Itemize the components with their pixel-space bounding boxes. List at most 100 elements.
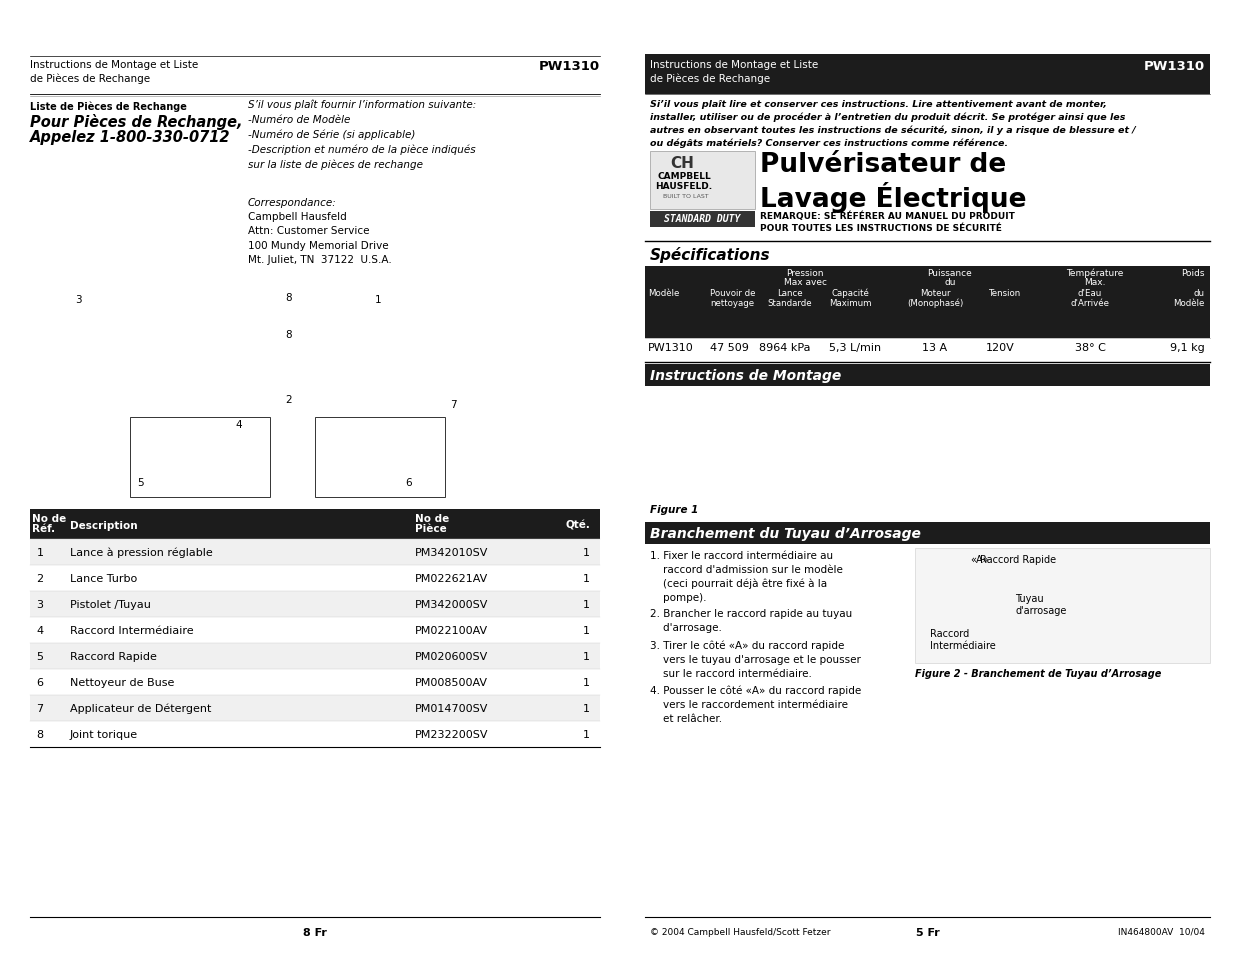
Text: CH: CH <box>671 156 694 171</box>
Text: Qté.: Qté. <box>566 520 590 531</box>
Text: 5: 5 <box>137 477 143 488</box>
Bar <box>645 55 1210 95</box>
Text: Max avec: Max avec <box>783 277 826 287</box>
Text: Appelez 1-800-330-0712: Appelez 1-800-330-0712 <box>30 130 231 145</box>
Text: d'Eau: d'Eau <box>1078 289 1102 297</box>
Text: Applicateur de Détergent: Applicateur de Détergent <box>70 703 211 714</box>
Bar <box>645 365 1210 387</box>
Text: PW1310: PW1310 <box>1144 60 1205 73</box>
Text: No de: No de <box>32 514 67 523</box>
Text: Description: Description <box>70 520 137 531</box>
Text: Raccord Intermédiaire: Raccord Intermédiaire <box>70 625 194 636</box>
Text: 1: 1 <box>375 294 382 305</box>
Text: PM008500AV: PM008500AV <box>415 678 488 687</box>
Bar <box>30 696 600 721</box>
Text: 3. Tirer le côté «A» du raccord rapide
    vers le tuyau d'arrosage et le pousse: 3. Tirer le côté «A» du raccord rapide v… <box>650 640 861 678</box>
Text: Tuyau
d'arrosage: Tuyau d'arrosage <box>1015 594 1066 616</box>
Text: IN464800AV  10/04: IN464800AV 10/04 <box>1118 927 1205 936</box>
Text: Réf.: Réf. <box>32 523 56 534</box>
Text: du: du <box>945 277 956 287</box>
Text: 8: 8 <box>285 330 291 339</box>
Text: Instructions de Montage et Liste: Instructions de Montage et Liste <box>30 60 199 70</box>
Text: Instructions de Montage: Instructions de Montage <box>650 369 841 382</box>
Text: POUR TOUTES LES INSTRUCTIONS DE SÉCURITÉ: POUR TOUTES LES INSTRUCTIONS DE SÉCURITÉ <box>760 224 1002 233</box>
Text: Capacité: Capacité <box>831 289 869 298</box>
Text: Raccord Rapide: Raccord Rapide <box>70 651 157 661</box>
Bar <box>30 510 600 539</box>
Text: Spécifications: Spécifications <box>650 247 771 263</box>
Bar <box>30 643 600 669</box>
Text: PM342000SV: PM342000SV <box>415 599 488 609</box>
Text: PW1310: PW1310 <box>648 343 694 353</box>
Text: Lance: Lance <box>777 289 803 297</box>
Text: 8: 8 <box>285 293 291 303</box>
Bar <box>130 417 270 497</box>
Text: 2. Brancher le raccord rapide au tuyau
    d'arrosage.: 2. Brancher le raccord rapide au tuyau d… <box>650 608 852 632</box>
Text: Lance Turbo: Lance Turbo <box>70 574 137 583</box>
Text: Raccord Rapide: Raccord Rapide <box>981 555 1056 564</box>
Text: Raccord
Intermédiaire: Raccord Intermédiaire <box>930 628 995 651</box>
Text: «A»: «A» <box>969 555 988 564</box>
Text: 5: 5 <box>37 651 43 661</box>
Text: Moteur: Moteur <box>920 289 950 297</box>
Text: PM022621AV: PM022621AV <box>415 574 488 583</box>
Text: 1: 1 <box>583 574 590 583</box>
Text: PM022100AV: PM022100AV <box>415 625 488 636</box>
Text: S’il vous plaît fournir l’information suivante:
-Numéro de Modèle
-Numéro de Sér: S’il vous plaît fournir l’information su… <box>248 100 477 171</box>
Text: Température: Température <box>1066 269 1124 278</box>
Text: Figure 2 - Branchement de Tuyau d’Arrosage: Figure 2 - Branchement de Tuyau d’Arrosa… <box>915 668 1161 679</box>
Text: Pour Pièces de Rechange,: Pour Pièces de Rechange, <box>30 113 242 130</box>
Text: 4: 4 <box>235 419 242 430</box>
Text: Lance à pression réglable: Lance à pression réglable <box>70 547 212 558</box>
Text: Correspondance:: Correspondance: <box>248 198 337 208</box>
Text: 1: 1 <box>583 547 590 558</box>
Text: Puissance: Puissance <box>927 269 972 277</box>
Text: Modèle: Modèle <box>648 289 679 297</box>
Text: © 2004 Campbell Hausfeld/Scott Fetzer: © 2004 Campbell Hausfeld/Scott Fetzer <box>650 927 830 936</box>
Text: PM342010SV: PM342010SV <box>415 547 488 558</box>
Text: 9,1 kg: 9,1 kg <box>1171 343 1205 353</box>
Text: Standarde: Standarde <box>768 298 813 308</box>
Text: Poids: Poids <box>1182 269 1205 277</box>
Text: Modèle: Modèle <box>1173 298 1205 308</box>
Bar <box>30 592 600 618</box>
Text: 1: 1 <box>583 678 590 687</box>
Text: Pulvérisateur de: Pulvérisateur de <box>760 152 1007 178</box>
Text: BUILT TO LAST: BUILT TO LAST <box>663 193 709 199</box>
Bar <box>30 539 600 565</box>
Text: 38° C: 38° C <box>1074 343 1105 353</box>
Bar <box>645 522 1210 544</box>
Text: 6: 6 <box>37 678 43 687</box>
Bar <box>915 548 1210 663</box>
Text: HAUSFELD.: HAUSFELD. <box>655 182 713 191</box>
Text: 13 A: 13 A <box>923 343 947 353</box>
Text: PW1310: PW1310 <box>538 60 600 73</box>
Text: Joint torique: Joint torique <box>70 729 138 740</box>
Text: d'Arrivée: d'Arrivée <box>1071 298 1109 308</box>
Text: Nettoyeur de Buse: Nettoyeur de Buse <box>70 678 174 687</box>
Text: de Pièces de Rechange: de Pièces de Rechange <box>30 73 151 84</box>
Text: 4: 4 <box>37 625 43 636</box>
Text: 2: 2 <box>37 574 43 583</box>
Text: No de: No de <box>415 514 450 523</box>
Text: Pièce: Pièce <box>415 523 447 534</box>
Text: 1: 1 <box>583 703 590 713</box>
Text: 1: 1 <box>583 599 590 609</box>
Text: Pistolet /Tuyau: Pistolet /Tuyau <box>70 599 151 609</box>
Text: Tension: Tension <box>989 289 1021 297</box>
Text: 3: 3 <box>75 294 82 305</box>
Text: 1: 1 <box>583 729 590 740</box>
Text: 8964 kPa: 8964 kPa <box>760 343 810 353</box>
Text: 5,3 L/min: 5,3 L/min <box>829 343 881 353</box>
Text: Lavage Électrique: Lavage Électrique <box>760 182 1026 213</box>
Text: Figure 1: Figure 1 <box>650 504 698 515</box>
Text: de Pièces de Rechange: de Pièces de Rechange <box>650 73 771 84</box>
Bar <box>650 212 755 228</box>
Bar <box>645 267 1210 338</box>
Text: Campbell Hausfeld
Attn: Customer Service
100 Mundy Memorial Drive
Mt. Juliet, TN: Campbell Hausfeld Attn: Customer Service… <box>248 212 391 265</box>
Text: 4. Pousser le côté «A» du raccord rapide
    vers le raccordement intermédiaire
: 4. Pousser le côté «A» du raccord rapide… <box>650 685 861 723</box>
Text: Liste de Pièces de Rechange: Liste de Pièces de Rechange <box>30 102 186 112</box>
Text: Instructions de Montage et Liste: Instructions de Montage et Liste <box>650 60 819 70</box>
Text: nettoyage: nettoyage <box>710 298 755 308</box>
Text: PM014700SV: PM014700SV <box>415 703 488 713</box>
